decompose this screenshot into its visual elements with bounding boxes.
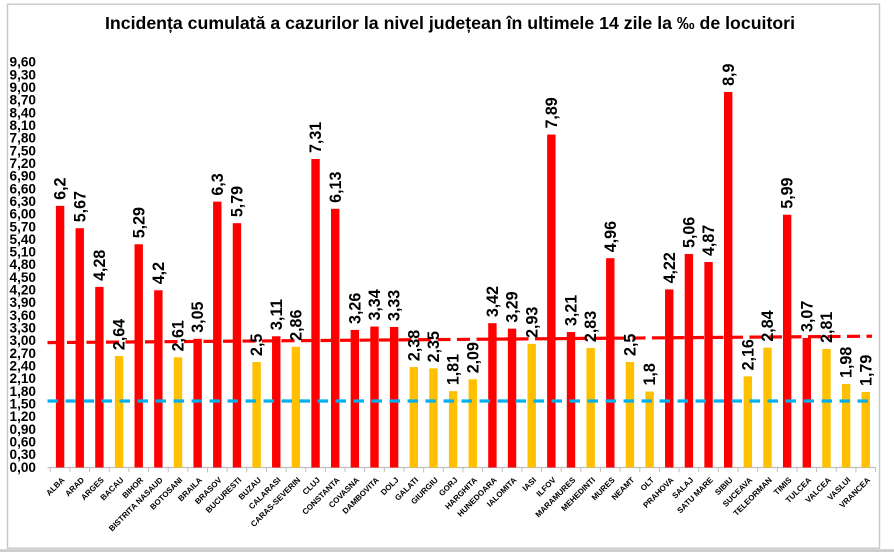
svg-text:5,10: 5,10 bbox=[10, 245, 37, 260]
svg-text:2,83: 2,83 bbox=[581, 311, 600, 342]
svg-text:2,35: 2,35 bbox=[424, 331, 443, 362]
svg-text:6,2: 6,2 bbox=[51, 177, 70, 199]
svg-text:4,87: 4,87 bbox=[699, 225, 718, 256]
svg-text:Incidența cumulată a cazurilor: Incidența cumulată a cazurilor la nivel … bbox=[105, 13, 795, 33]
svg-text:8,70: 8,70 bbox=[10, 93, 37, 108]
svg-text:9,60: 9,60 bbox=[10, 55, 37, 70]
svg-text:1,8: 1,8 bbox=[640, 363, 659, 385]
svg-text:7,89: 7,89 bbox=[542, 97, 561, 128]
svg-text:3,42: 3,42 bbox=[483, 286, 502, 317]
svg-text:2,10: 2,10 bbox=[10, 371, 37, 386]
svg-text:4,80: 4,80 bbox=[10, 257, 37, 272]
svg-text:0,60: 0,60 bbox=[10, 435, 37, 450]
svg-text:5,99: 5,99 bbox=[778, 178, 797, 209]
svg-text:6,60: 6,60 bbox=[10, 181, 37, 196]
svg-text:3,11: 3,11 bbox=[267, 299, 286, 330]
svg-text:5,67: 5,67 bbox=[70, 191, 89, 222]
svg-text:5,70: 5,70 bbox=[10, 219, 37, 234]
svg-text:0,00: 0,00 bbox=[10, 460, 37, 475]
svg-text:3,30: 3,30 bbox=[10, 321, 37, 336]
svg-text:4,2: 4,2 bbox=[149, 262, 168, 284]
svg-text:2,86: 2,86 bbox=[287, 310, 306, 341]
svg-text:6,30: 6,30 bbox=[10, 194, 37, 209]
svg-text:9,00: 9,00 bbox=[10, 80, 37, 95]
svg-text:6,00: 6,00 bbox=[10, 207, 37, 222]
svg-text:2,61: 2,61 bbox=[169, 320, 188, 351]
svg-text:3,07: 3,07 bbox=[797, 301, 816, 332]
svg-text:1,20: 1,20 bbox=[10, 409, 37, 424]
svg-text:2,84: 2,84 bbox=[758, 310, 777, 342]
svg-text:3,05: 3,05 bbox=[188, 302, 207, 333]
svg-text:7,31: 7,31 bbox=[306, 122, 325, 153]
svg-text:1,81: 1,81 bbox=[444, 354, 463, 385]
svg-text:2,5: 2,5 bbox=[247, 334, 266, 356]
svg-text:6,13: 6,13 bbox=[326, 172, 345, 203]
svg-text:1,50: 1,50 bbox=[10, 397, 37, 412]
svg-text:3,34: 3,34 bbox=[365, 289, 384, 321]
svg-text:7,50: 7,50 bbox=[10, 143, 37, 158]
svg-text:2,40: 2,40 bbox=[10, 359, 37, 374]
svg-text:4,50: 4,50 bbox=[10, 270, 37, 285]
svg-text:2,93: 2,93 bbox=[522, 307, 541, 338]
svg-text:3,33: 3,33 bbox=[385, 290, 404, 321]
svg-text:8,9: 8,9 bbox=[719, 64, 738, 86]
svg-text:7,80: 7,80 bbox=[10, 131, 37, 146]
svg-text:3,00: 3,00 bbox=[10, 333, 37, 348]
svg-text:3,90: 3,90 bbox=[10, 295, 37, 310]
svg-text:2,09: 2,09 bbox=[463, 342, 482, 373]
svg-text:0,30: 0,30 bbox=[10, 447, 37, 462]
svg-text:2,70: 2,70 bbox=[10, 346, 37, 361]
svg-text:2,16: 2,16 bbox=[738, 339, 757, 370]
svg-text:2,64: 2,64 bbox=[110, 318, 129, 350]
svg-text:3,21: 3,21 bbox=[562, 295, 581, 326]
svg-text:0,90: 0,90 bbox=[10, 422, 37, 437]
svg-text:8,10: 8,10 bbox=[10, 118, 37, 133]
svg-text:4,28: 4,28 bbox=[90, 250, 109, 281]
svg-text:5,40: 5,40 bbox=[10, 232, 37, 247]
svg-text:4,96: 4,96 bbox=[601, 221, 620, 252]
svg-text:7,20: 7,20 bbox=[10, 156, 37, 171]
svg-text:6,3: 6,3 bbox=[208, 173, 227, 195]
svg-text:6,90: 6,90 bbox=[10, 169, 37, 184]
svg-text:1,79: 1,79 bbox=[856, 355, 875, 386]
svg-text:2,38: 2,38 bbox=[404, 330, 423, 361]
svg-text:8,40: 8,40 bbox=[10, 105, 37, 120]
svg-text:1,80: 1,80 bbox=[10, 384, 37, 399]
svg-text:2,5: 2,5 bbox=[621, 334, 640, 356]
svg-text:1,98: 1,98 bbox=[837, 347, 856, 378]
svg-text:3,29: 3,29 bbox=[503, 291, 522, 322]
svg-text:9,30: 9,30 bbox=[10, 67, 37, 82]
svg-text:4,22: 4,22 bbox=[660, 252, 679, 283]
svg-text:3,26: 3,26 bbox=[345, 293, 364, 324]
svg-text:5,79: 5,79 bbox=[228, 186, 247, 217]
svg-text:5,06: 5,06 bbox=[680, 217, 699, 248]
svg-text:4,20: 4,20 bbox=[10, 283, 37, 298]
svg-text:3,60: 3,60 bbox=[10, 308, 37, 323]
svg-text:2,81: 2,81 bbox=[817, 312, 836, 343]
svg-text:5,29: 5,29 bbox=[129, 207, 148, 238]
